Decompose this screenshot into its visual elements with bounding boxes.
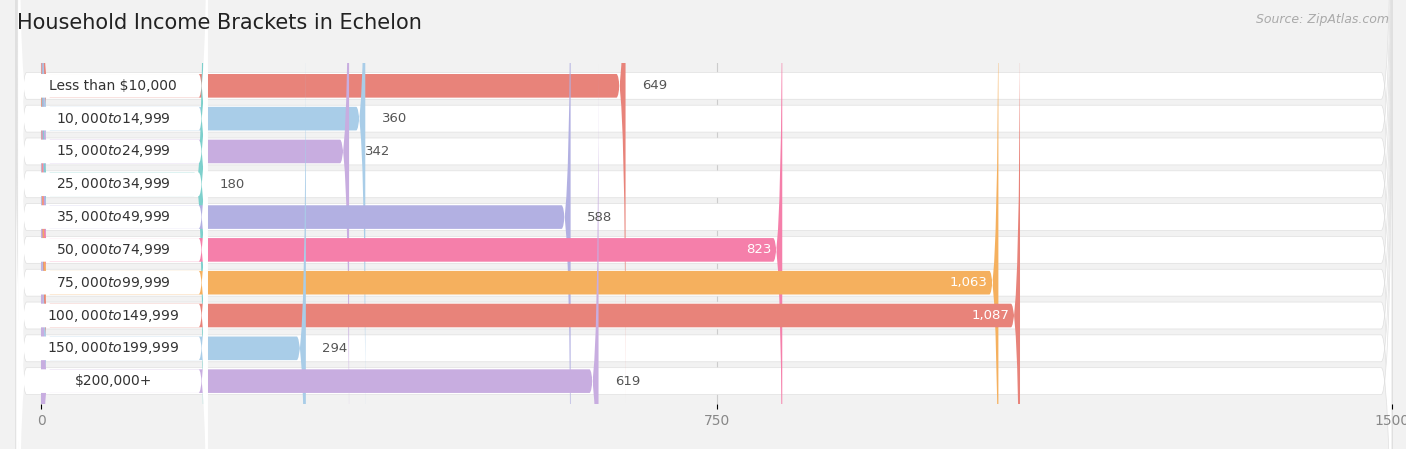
FancyBboxPatch shape bbox=[18, 0, 208, 449]
Text: 294: 294 bbox=[322, 342, 347, 355]
Text: 619: 619 bbox=[614, 374, 640, 387]
FancyBboxPatch shape bbox=[41, 0, 349, 449]
FancyBboxPatch shape bbox=[41, 65, 599, 449]
FancyBboxPatch shape bbox=[41, 0, 626, 402]
FancyBboxPatch shape bbox=[15, 0, 1392, 449]
Text: $75,000 to $99,999: $75,000 to $99,999 bbox=[56, 275, 170, 291]
FancyBboxPatch shape bbox=[18, 32, 208, 449]
FancyBboxPatch shape bbox=[18, 0, 208, 449]
Text: Source: ZipAtlas.com: Source: ZipAtlas.com bbox=[1256, 13, 1389, 26]
FancyBboxPatch shape bbox=[18, 0, 208, 449]
FancyBboxPatch shape bbox=[18, 0, 208, 402]
Text: 180: 180 bbox=[219, 178, 245, 191]
Text: 1,087: 1,087 bbox=[972, 309, 1010, 322]
Text: 342: 342 bbox=[366, 145, 391, 158]
Text: $15,000 to $24,999: $15,000 to $24,999 bbox=[56, 143, 170, 159]
FancyBboxPatch shape bbox=[18, 65, 208, 449]
FancyBboxPatch shape bbox=[15, 0, 1392, 449]
FancyBboxPatch shape bbox=[41, 0, 782, 449]
FancyBboxPatch shape bbox=[41, 0, 366, 435]
FancyBboxPatch shape bbox=[41, 0, 571, 449]
Text: $35,000 to $49,999: $35,000 to $49,999 bbox=[56, 209, 170, 225]
FancyBboxPatch shape bbox=[18, 0, 208, 449]
Text: 360: 360 bbox=[381, 112, 406, 125]
FancyBboxPatch shape bbox=[41, 0, 998, 449]
Text: 588: 588 bbox=[586, 211, 612, 224]
FancyBboxPatch shape bbox=[15, 0, 1392, 449]
FancyBboxPatch shape bbox=[15, 0, 1392, 449]
Text: $200,000+: $200,000+ bbox=[75, 374, 152, 388]
Text: Household Income Brackets in Echelon: Household Income Brackets in Echelon bbox=[17, 13, 422, 34]
FancyBboxPatch shape bbox=[15, 0, 1392, 449]
FancyBboxPatch shape bbox=[18, 0, 208, 449]
Text: Less than $10,000: Less than $10,000 bbox=[49, 79, 177, 93]
Text: $100,000 to $149,999: $100,000 to $149,999 bbox=[46, 308, 180, 324]
Text: 649: 649 bbox=[641, 79, 666, 92]
FancyBboxPatch shape bbox=[15, 0, 1392, 449]
Text: 1,063: 1,063 bbox=[949, 276, 987, 289]
FancyBboxPatch shape bbox=[41, 0, 1019, 449]
FancyBboxPatch shape bbox=[41, 32, 307, 449]
FancyBboxPatch shape bbox=[41, 0, 204, 449]
Text: $150,000 to $199,999: $150,000 to $199,999 bbox=[46, 340, 180, 357]
FancyBboxPatch shape bbox=[18, 0, 208, 449]
FancyBboxPatch shape bbox=[15, 0, 1392, 449]
FancyBboxPatch shape bbox=[18, 0, 208, 435]
Text: 823: 823 bbox=[747, 243, 772, 256]
Text: $10,000 to $14,999: $10,000 to $14,999 bbox=[56, 110, 170, 127]
FancyBboxPatch shape bbox=[15, 0, 1392, 449]
FancyBboxPatch shape bbox=[15, 0, 1392, 449]
FancyBboxPatch shape bbox=[15, 1, 1392, 449]
Text: $25,000 to $34,999: $25,000 to $34,999 bbox=[56, 176, 170, 192]
Text: $50,000 to $74,999: $50,000 to $74,999 bbox=[56, 242, 170, 258]
